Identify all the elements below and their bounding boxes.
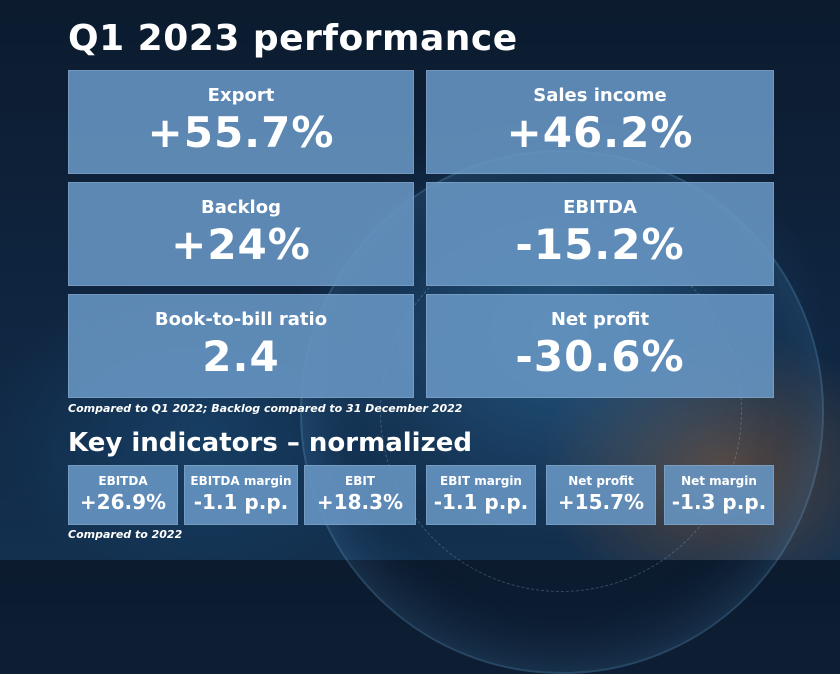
card-ebitda: EBITDA -15.2% [426, 182, 774, 286]
card-value: -15.2% [515, 220, 685, 269]
card-label: Book-to-bill ratio [154, 309, 328, 330]
card-backlog: Backlog +24% [68, 182, 414, 286]
indicator-label: EBITDA [98, 474, 148, 488]
indicator-value: -1.1 p.p. [193, 490, 289, 514]
card-value: -30.6% [515, 332, 685, 381]
card-label: Net profit [550, 309, 650, 330]
indicator-label: EBIT margin [440, 474, 522, 488]
indicator-net-margin: Net margin -1.3 p.p. [664, 465, 774, 525]
indicator-value: -1.1 p.p. [433, 490, 529, 514]
comparison-note: Compared to Q1 2022; Backlog compared to… [68, 402, 463, 415]
indicators-note: Compared to 2022 [68, 528, 183, 541]
indicator-value: +26.9% [79, 490, 167, 514]
card-sales-income: Sales income +46.2% [426, 70, 774, 174]
card-label: Sales income [533, 85, 667, 106]
section-title: Key indicators – normalized [68, 428, 472, 458]
indicator-label: Net margin [681, 474, 757, 488]
card-export: Export +55.7% [68, 70, 414, 174]
indicator-ebit-margin: EBIT margin -1.1 p.p. [426, 465, 536, 525]
indicator-ebitda: EBITDA +26.9% [68, 465, 178, 525]
page-title: Q1 2023 performance [68, 18, 518, 59]
indicator-label: Net profit [568, 474, 634, 488]
indicator-value: +15.7% [557, 490, 645, 514]
card-label: Backlog [201, 197, 281, 218]
card-net-profit: Net profit -30.6% [426, 294, 774, 398]
card-label: Export [207, 85, 275, 106]
indicator-ebit: EBIT +18.3% [304, 465, 416, 525]
indicator-value: +18.3% [316, 490, 404, 514]
indicator-value: -1.3 p.p. [671, 490, 767, 514]
indicator-label: EBITDA margin [190, 474, 292, 488]
indicator-ebitda-margin: EBITDA margin -1.1 p.p. [184, 465, 298, 525]
card-value: +46.2% [506, 108, 694, 157]
indicator-net-profit: Net profit +15.7% [546, 465, 656, 525]
card-book-to-bill: Book-to-bill ratio 2.4 [68, 294, 414, 398]
card-value: +24% [171, 220, 311, 269]
card-label: EBITDA [563, 197, 637, 218]
card-value: 2.4 [202, 332, 280, 381]
card-value: +55.7% [147, 108, 335, 157]
indicator-label: EBIT [345, 474, 375, 488]
